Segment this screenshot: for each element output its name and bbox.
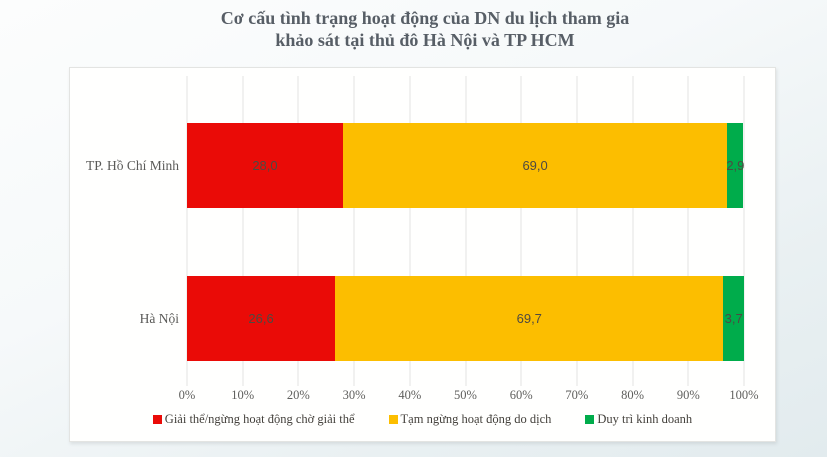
- data-label: 2,9: [726, 158, 745, 173]
- category-label: TP. Hồ Chí Minh: [85, 157, 179, 173]
- chart-title-line1: Cơ cấu tình trạng hoạt động của DN du lị…: [220, 8, 630, 28]
- bar-segment: 69,7: [335, 276, 724, 361]
- gridline: [465, 76, 466, 386]
- legend-item: Duy trì kinh doanh: [585, 412, 692, 427]
- x-tick-label: 50%: [454, 388, 477, 402]
- category-label: Hà Nội: [139, 310, 179, 326]
- chart-title-line2: khảo sát tại thủ đô Hà Nội và TP HCM: [275, 30, 575, 50]
- legend-label: Duy trì kinh doanh: [597, 412, 693, 426]
- legend-item: Giải thể/ngừng hoạt động chờ giải thể: [152, 412, 355, 427]
- data-label: 3,7: [724, 311, 743, 326]
- bar-row: 26,6 69,7 3,7: [187, 276, 744, 361]
- gridline: [520, 76, 522, 386]
- bar-segment: 2,9: [726, 123, 745, 208]
- x-tick-label: 40%: [398, 388, 422, 402]
- chart-title: Cơ cấu tình trạng hoạt động của DN du lị…: [0, 7, 827, 51]
- legend-label: Tạm ngừng hoạt động do dịch: [400, 412, 552, 426]
- bar-segment: 69,0: [342, 123, 728, 208]
- legend-item: Tạm ngừng hoạt động do dịch: [388, 412, 552, 427]
- x-tick-label: 80%: [621, 388, 645, 402]
- plot-area: 28,0 69,0 2,9 26,6 69,7 3,7: [186, 76, 745, 386]
- data-label: 69,0: [522, 158, 548, 173]
- legend-swatch-icon: [152, 415, 162, 424]
- data-label: 26,6: [248, 311, 274, 326]
- gridline: [297, 76, 299, 386]
- legend-label: Giải thể/ngừng hoạt động chờ giải thể: [164, 412, 355, 426]
- data-label: 28,0: [252, 158, 278, 173]
- x-tick-label: 100%: [729, 388, 759, 402]
- gridline: [353, 76, 355, 386]
- gridline: [186, 76, 188, 386]
- gridline: [743, 76, 745, 386]
- x-tick-label: 10%: [231, 388, 255, 402]
- data-label: 69,7: [516, 311, 542, 326]
- bar-segment: 26,6: [187, 276, 336, 361]
- gridline: [632, 76, 634, 386]
- chart-panel: 28,0 69,0 2,9 26,6 69,7 3,7 0% 10% 20% 30% 40% 50%…: [69, 67, 776, 442]
- legend-swatch-icon: [388, 415, 398, 424]
- x-tick-label: 20%: [286, 388, 310, 402]
- legend: Giải thể/ngừng hoạt động chờ giải thể Tạm…: [70, 412, 775, 427]
- bar-segment: 3,7: [723, 276, 744, 361]
- gridline: [242, 76, 244, 386]
- legend-swatch-icon: [585, 415, 595, 424]
- x-tick-label: 90%: [676, 388, 700, 402]
- gridline: [687, 76, 689, 386]
- x-axis: 0% 10% 20% 30% 40% 50% 60% 70% 80% 90% 100%: [179, 388, 759, 406]
- gridline: [409, 76, 411, 386]
- x-tick-label: 60%: [509, 388, 533, 402]
- x-tick-label: 30%: [342, 388, 366, 402]
- gridline: [576, 76, 578, 386]
- bar-row: 28,0 69,0 2,9: [187, 123, 744, 208]
- x-tick-label: 70%: [565, 388, 589, 402]
- x-tick-label: 0%: [178, 388, 196, 402]
- bar-segment: 28,0: [187, 123, 343, 208]
